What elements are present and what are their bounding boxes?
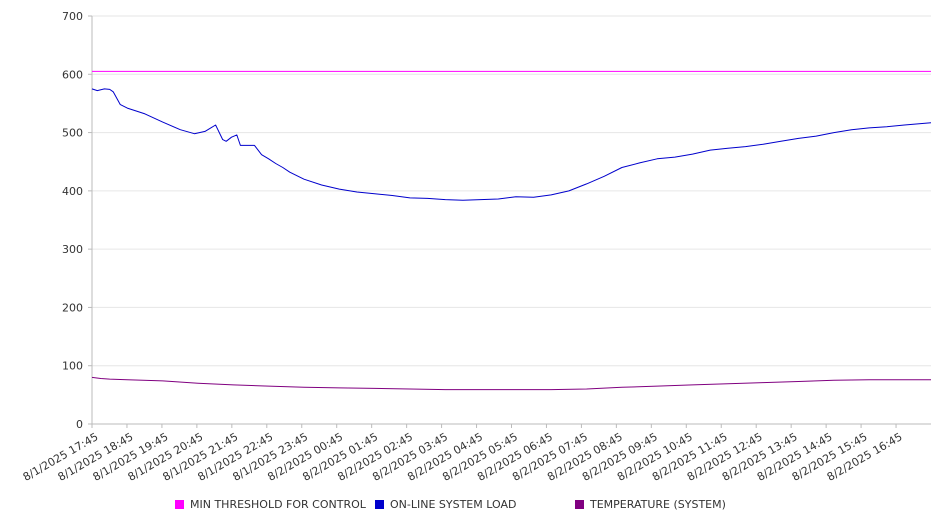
axes [91,16,931,425]
legend: MIN THRESHOLD FOR CONTROL ON-LINE SYSTEM… [0,498,946,514]
y-axis-tick-labels: 0 100 200 300 400 500 600 700 [62,10,83,431]
y-tick-label: 200 [62,301,83,314]
legend-item-min-threshold[interactable]: MIN THRESHOLD FOR CONTROL [175,498,366,511]
y-tick-label: 500 [62,127,83,140]
gridlines [88,15,931,425]
series-line-system-load [91,88,932,201]
series-line-temperature [91,376,931,391]
y-tick-label: 0 [76,418,83,431]
legend-swatch-system-load [375,500,384,509]
legend-label-min-threshold: MIN THRESHOLD FOR CONTROL [190,498,366,511]
legend-swatch-temperature [575,500,584,509]
y-tick-label: 600 [62,68,83,81]
legend-item-temperature[interactable]: TEMPERATURE (SYSTEM) [575,498,726,511]
y-tick-label: 400 [62,185,83,198]
legend-item-system-load[interactable]: ON-LINE SYSTEM LOAD [375,498,516,511]
legend-swatch-min-threshold [175,500,184,509]
x-axis-tick-labels: 8/1/2025 17:458/1/2025 18:458/1/2025 19:… [21,424,905,484]
y-tick-label: 700 [62,10,83,23]
series-lines [91,70,932,391]
y-tick-label: 300 [62,243,83,256]
legend-label-temperature: TEMPERATURE (SYSTEM) [590,498,726,511]
y-tick-label: 100 [62,360,83,373]
legend-label-system-load: ON-LINE SYSTEM LOAD [390,498,517,511]
